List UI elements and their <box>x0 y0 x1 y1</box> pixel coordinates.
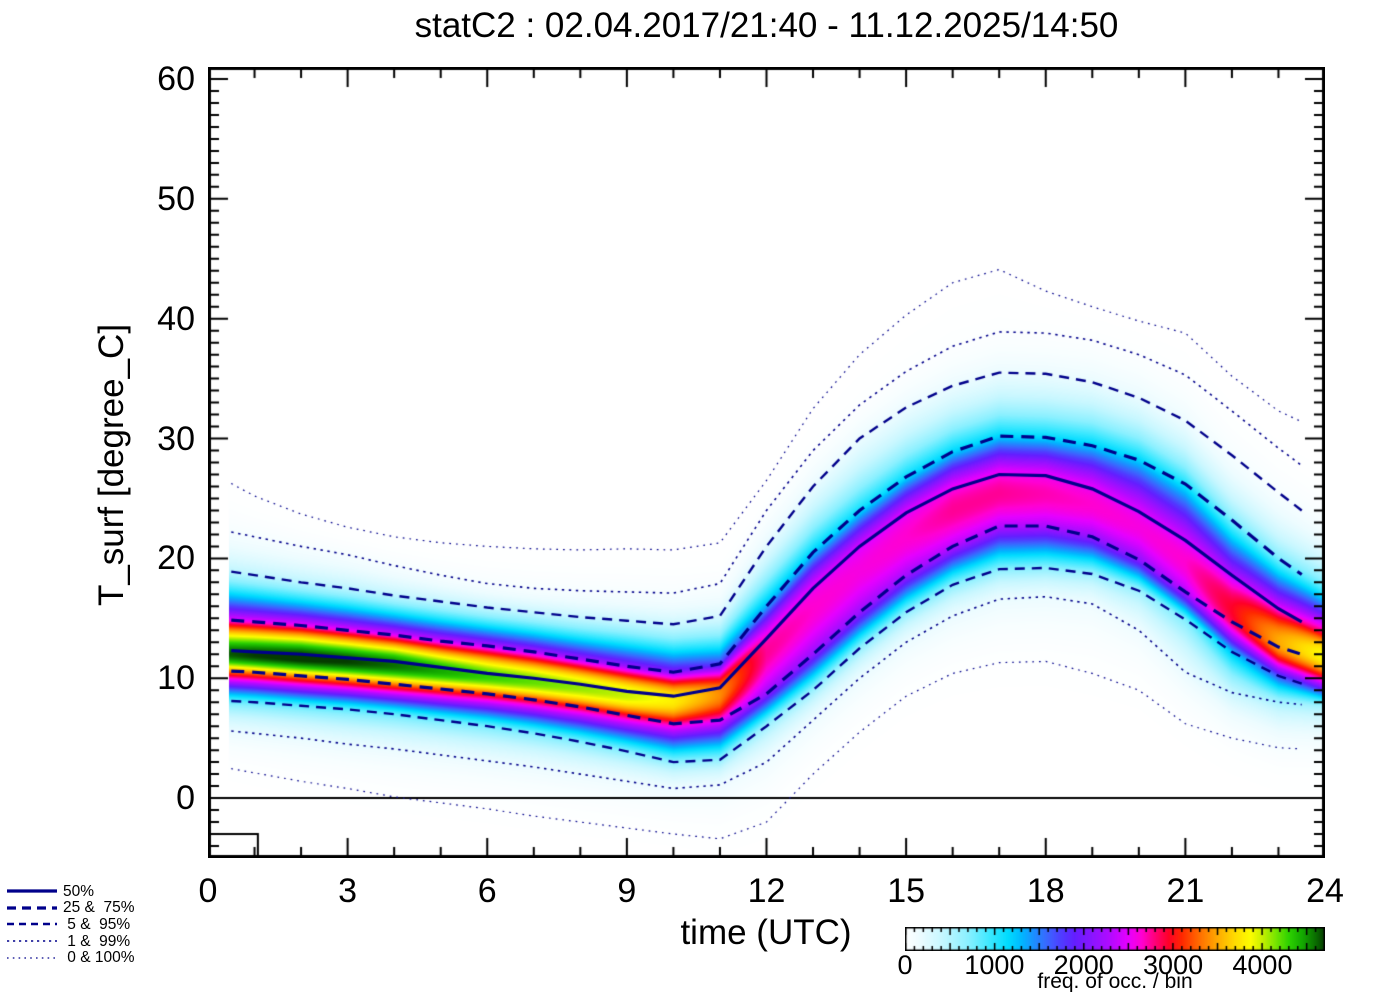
legend-item: 0 & 100% <box>6 949 196 966</box>
colorbar-tick-label: 3000 <box>1143 950 1204 980</box>
x-tick-label: 18 <box>1026 872 1065 910</box>
legend-item-label: 1 & 99% <box>63 932 131 950</box>
x-tick-label: 24 <box>1306 872 1344 910</box>
y-tick-label: 60 <box>157 59 195 98</box>
y-tick-label: 0 <box>176 779 195 818</box>
y-tick-label: 30 <box>157 419 195 458</box>
x-tick-label: 21 <box>1166 872 1205 910</box>
x-tick-label: 15 <box>887 872 926 910</box>
colorbar-tick-label: 0 <box>897 950 913 980</box>
colorbar-tick-label: 2000 <box>1053 950 1114 980</box>
legend-item-label: 25 & 75% <box>63 899 135 917</box>
legend-item-label: 5 & 95% <box>63 915 131 933</box>
y-tick-label: 10 <box>157 659 195 698</box>
y-tick-label: 50 <box>157 179 195 218</box>
x-tick-label: 0 <box>198 872 218 910</box>
chart-title: statC2 : 02.04.2017/21:40 - 11.12.2025/1… <box>414 6 1119 45</box>
heatmap-plot-area <box>208 67 1325 858</box>
legend-item: 25 & 75% <box>6 900 196 917</box>
legend-line-sample <box>7 889 57 893</box>
legend-item-label: 0 & 100% <box>63 949 135 967</box>
legend-line-sample <box>7 923 57 926</box>
legend-line-sample <box>7 940 57 942</box>
x-tick-label: 9 <box>617 872 637 910</box>
colorbar-title: freq. of occ. / bin <box>1037 970 1193 992</box>
y-tick-label: 40 <box>157 299 195 338</box>
colorbar-tick-label: 1000 <box>964 950 1025 980</box>
x-tick-label: 6 <box>477 872 497 910</box>
legend-item-label: 50% <box>63 882 95 900</box>
y-axis-title: T_surf [degree_C] <box>92 323 131 607</box>
y-tick-label: 20 <box>157 539 195 578</box>
colorbar <box>905 927 1325 951</box>
x-tick-label: 3 <box>338 872 358 910</box>
legend-line-sample <box>7 906 57 910</box>
x-tick-label: 12 <box>747 872 786 910</box>
percentile-legend: 50% 25 & 75% 5 & 95% 1 & 99% 0 & 100% <box>6 883 196 966</box>
legend-item: 50% <box>6 883 196 900</box>
legend-item: 1 & 99% <box>6 933 196 950</box>
legend-line-sample <box>7 957 57 959</box>
x-axis-title: time (UTC) <box>680 913 852 952</box>
legend-item: 5 & 95% <box>6 916 196 933</box>
colorbar-tick-label: 4000 <box>1232 950 1293 980</box>
